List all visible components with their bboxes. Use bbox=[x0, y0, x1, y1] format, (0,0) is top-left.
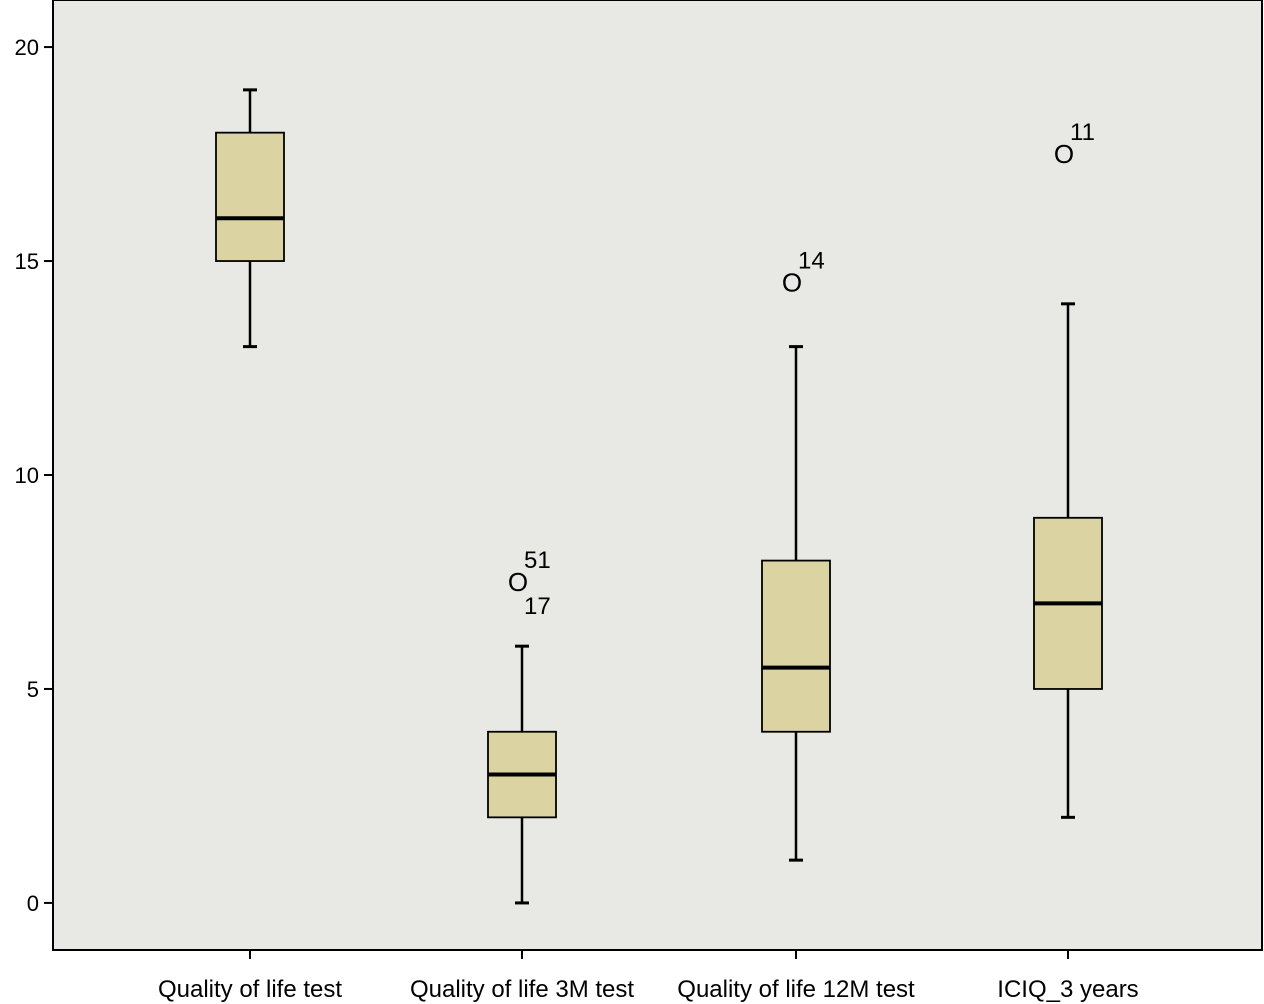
x-category-label: Quality of life test bbox=[158, 976, 342, 1003]
outlier-marker: O bbox=[1054, 139, 1074, 169]
x-category-label: Quality of life 3M test bbox=[410, 976, 634, 1003]
box-3: O14 bbox=[761, 247, 831, 862]
y-axis: 0 5 10 15 20 bbox=[15, 35, 53, 916]
iqr-box bbox=[761, 559, 831, 733]
outlier-case-label: 17 bbox=[524, 593, 551, 620]
outlier-marker: O bbox=[508, 567, 528, 597]
outlier-case-label: 11 bbox=[1070, 119, 1095, 146]
outlier-marker: O bbox=[782, 267, 802, 297]
y-tick-label: 15 bbox=[15, 249, 39, 274]
x-axis: Quality of life test Quality of life 3M t… bbox=[158, 950, 1139, 1003]
y-tick-label: 20 bbox=[15, 35, 39, 60]
box-1 bbox=[215, 88, 285, 349]
outlier-case-label: 51 bbox=[524, 547, 551, 574]
x-category-label: ICIQ_3 years bbox=[997, 976, 1138, 1003]
iqr-box bbox=[215, 131, 285, 262]
x-category-label: Quality of life 12M test bbox=[677, 976, 915, 1003]
box-2: O51 17 bbox=[487, 547, 557, 905]
y-tick-label: 10 bbox=[15, 463, 39, 488]
outlier-case-label: 14 bbox=[798, 247, 825, 274]
y-tick-label: 0 bbox=[27, 891, 39, 916]
y-tick-label: 5 bbox=[27, 677, 39, 702]
box-4: O11 bbox=[1033, 119, 1103, 819]
